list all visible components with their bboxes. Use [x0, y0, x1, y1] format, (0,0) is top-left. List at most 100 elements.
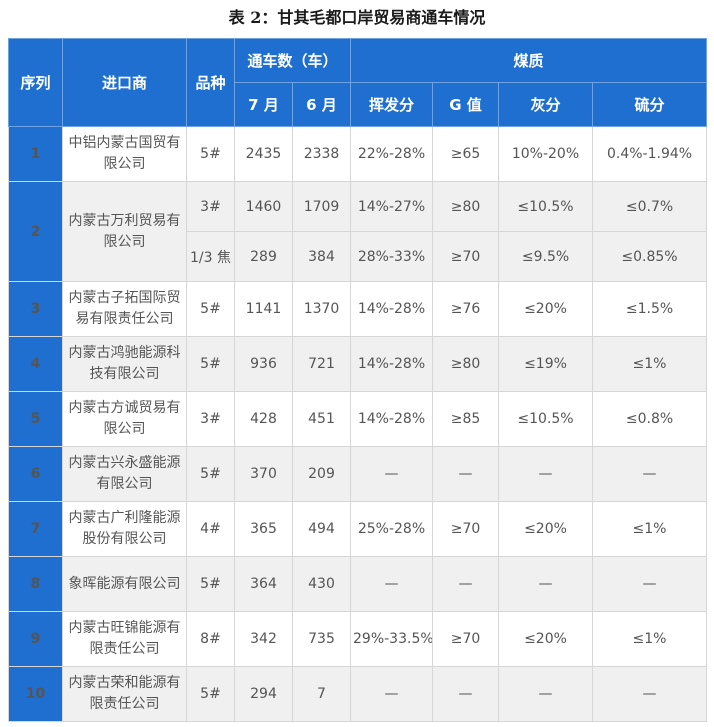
- row-sulfur: —: [592, 666, 708, 722]
- row-jun: 430: [291, 556, 352, 612]
- row-seq: 3: [8, 281, 63, 337]
- row-seq: 4: [8, 336, 63, 392]
- header-g-value: G 值: [432, 82, 500, 127]
- header-ash: 灰分: [498, 82, 594, 127]
- row-variety: 3#: [186, 181, 235, 232]
- row-sulfur: —: [592, 556, 708, 612]
- row-ash: ≤10.5%: [498, 181, 594, 232]
- table-row: 5 内蒙古方诚贸易有限公司 3# 428 451 14%-28% ≥85 ≤10…: [8, 391, 708, 447]
- header-traffic: 通车数（车）: [233, 38, 352, 83]
- row-importer: 内蒙古子拓国际贸易有限责任公司: [62, 281, 187, 337]
- row-importer: 象晖能源有限公司: [62, 556, 187, 612]
- row-variety: 8#: [186, 611, 235, 667]
- row-ash: ≤9.5%: [498, 231, 594, 282]
- header-jul: 7 月: [234, 82, 293, 127]
- row-volatile: 29%-33.5%: [350, 611, 434, 667]
- row-variety: 3#: [186, 391, 235, 447]
- table-title: 表 2：甘其毛都口岸贸易商通车情况: [228, 8, 486, 27]
- table-row: 1/3 焦 289 384 28%-33% ≥70 ≤9.5% ≤0.85%: [9, 231, 708, 282]
- row-g-value: ≥70: [432, 501, 500, 557]
- row-ash: —: [498, 666, 594, 722]
- row-importer: 内蒙古广利隆能源股份有限公司: [62, 501, 187, 557]
- table-row: 7 内蒙古广利隆能源股份有限公司 4# 365 494 25%-28% ≥70 …: [8, 501, 708, 557]
- row-sulfur: ≤0.8%: [592, 391, 708, 447]
- table-row: 3 内蒙古子拓国际贸易有限责任公司 5# 1141 1370 14%-28% ≥…: [8, 281, 708, 337]
- row-jul: 365: [234, 501, 293, 557]
- header-importer: 进口商: [62, 38, 187, 127]
- row-seq: 1: [8, 126, 63, 182]
- row-g-value: ≥65: [432, 126, 500, 182]
- table-row: 6 内蒙古兴永盛能源有限公司 5# 370 209 — — — —: [8, 446, 708, 502]
- row-jul: 370: [234, 446, 293, 502]
- row-g-value: ≥85: [432, 391, 500, 447]
- row-jul: 1141: [234, 281, 293, 337]
- header-sulfur: 硫分: [592, 82, 708, 127]
- row-variety: 1/3 焦: [186, 231, 235, 282]
- row-ash: ≤20%: [498, 501, 594, 557]
- row-jun: 209: [291, 446, 352, 502]
- row-g-value: ≥70: [432, 611, 500, 667]
- row-volatile: 28%-33%: [350, 231, 434, 282]
- row-importer: 内蒙古万利贸易有限公司: [62, 181, 187, 282]
- row-sulfur: ≤0.85%: [592, 231, 708, 282]
- row-variety: 5#: [186, 446, 235, 502]
- row-importer: 内蒙古鸿驰能源科技有限公司: [62, 336, 187, 392]
- row-volatile: —: [350, 666, 434, 722]
- row-jul: 294: [234, 666, 293, 722]
- row-variety: 4#: [186, 501, 235, 557]
- row-jul: 2435: [234, 126, 293, 182]
- row-jul: 289: [234, 231, 293, 282]
- header-row-1: 序列 进口商 品种 通车数（车） 煤质: [8, 38, 708, 127]
- table-row: 2 内蒙古万利贸易有限公司 3# 1460 1709 14%-27% ≥80 ≤…: [8, 181, 708, 282]
- row-jun: 1709: [291, 181, 352, 232]
- row-jun: 494: [291, 501, 352, 557]
- row-g-value: —: [432, 446, 500, 502]
- row-importer: 内蒙古兴永盛能源有限公司: [62, 446, 187, 502]
- row-ash: ≤20%: [498, 611, 594, 667]
- row-jun: 2338: [291, 126, 352, 182]
- row-importer: 内蒙古旺锦能源有限责任公司: [62, 611, 187, 667]
- row-ash: ≤19%: [498, 336, 594, 392]
- row-volatile: 14%-28%: [350, 336, 434, 392]
- row-g-value: ≥80: [432, 336, 500, 392]
- row-jun: 735: [291, 611, 352, 667]
- header-volatile: 挥发分: [350, 82, 434, 127]
- row-jul: 428: [234, 391, 293, 447]
- row-seq: 6: [8, 446, 63, 502]
- table-row: 10 内蒙古荣和能源有限责任公司 5# 294 7 — — — —: [8, 666, 708, 722]
- row-jun: 451: [291, 391, 352, 447]
- row-ash: —: [498, 556, 594, 612]
- row-importer: 内蒙古方诚贸易有限公司: [62, 391, 187, 447]
- row-sulfur: 0.4%-1.94%: [592, 126, 708, 182]
- row-ash: 10%-20%: [498, 126, 594, 182]
- row-seq: 2: [8, 181, 63, 282]
- row-ash: —: [498, 446, 594, 502]
- row-jun: 7: [291, 666, 352, 722]
- row-volatile: 22%-28%: [350, 126, 434, 182]
- traffic-table: 序列 进口商 品种 通车数（车） 煤质 7 月 6 月 挥发分 G 值 灰分 硫…: [8, 38, 708, 722]
- row-variety: 5#: [186, 556, 235, 612]
- row-g-value: ≥70: [432, 231, 500, 282]
- row-variety: 5#: [186, 281, 235, 337]
- table-row: 9 内蒙古旺锦能源有限责任公司 8# 342 735 29%-33.5% ≥70…: [8, 611, 708, 667]
- row-variety: 5#: [186, 126, 235, 182]
- row-volatile: 25%-28%: [350, 501, 434, 557]
- header-coal-quality: 煤质: [350, 38, 708, 83]
- row-jun: 384: [291, 231, 352, 282]
- row-g-value: —: [432, 666, 500, 722]
- row-g-value: ≥80: [432, 181, 500, 232]
- row-jul: 1460: [234, 181, 293, 232]
- row-seq: 5: [8, 391, 63, 447]
- row-jul: 936: [234, 336, 293, 392]
- table-row: 1 中铝内蒙古国贸有限公司 5# 2435 2338 22%-28% ≥65 1…: [8, 126, 708, 182]
- row-ash: ≤20%: [498, 281, 594, 337]
- table-row: 8 象晖能源有限公司 5# 364 430 — — — —: [8, 556, 708, 612]
- row-sulfur: ≤0.7%: [592, 181, 708, 232]
- header-seq: 序列: [8, 38, 63, 127]
- row-sulfur: —: [592, 446, 708, 502]
- header-variety: 品种: [186, 38, 235, 127]
- table-row: 4 内蒙古鸿驰能源科技有限公司 5# 936 721 14%-28% ≥80 ≤…: [8, 336, 708, 392]
- row-volatile: 14%-27%: [350, 181, 434, 232]
- row-volatile: 14%-28%: [350, 281, 434, 337]
- row-seq: 7: [8, 501, 63, 557]
